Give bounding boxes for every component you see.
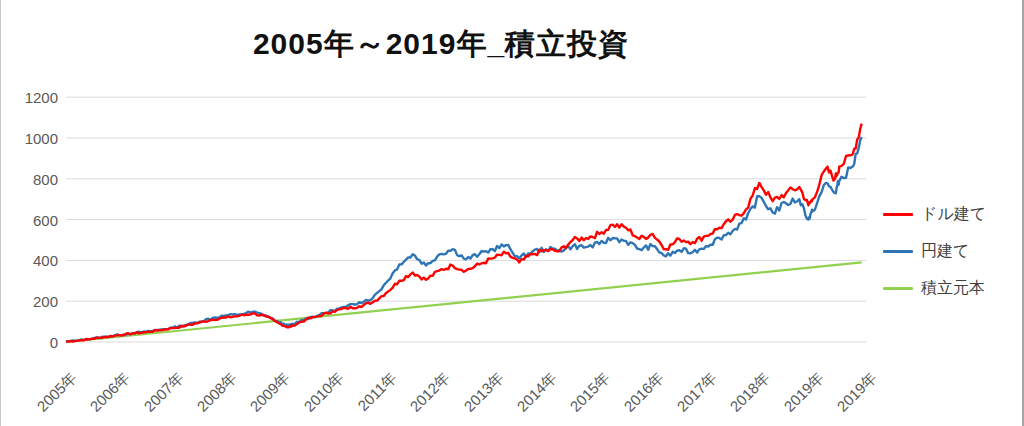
y-axis-tick-label: 1200 — [8, 89, 58, 106]
legend-label-usd: ドル建て — [921, 204, 986, 225]
y-axis-tick-label: 0 — [8, 334, 58, 351]
y-axis-tick-label: 400 — [8, 252, 58, 269]
legend-item-usd: ドル建て — [883, 202, 986, 226]
y-axis-tick-label: 600 — [8, 211, 58, 228]
line-chart-plot — [1, 0, 1024, 426]
series-line-jpy — [66, 137, 862, 342]
legend-item-jpy: 円建て — [883, 239, 986, 263]
y-axis-tick-label: 200 — [8, 293, 58, 310]
y-axis-tick-label: 1000 — [8, 130, 58, 147]
legend-swatch-principal — [883, 287, 913, 290]
series-line-usd — [66, 124, 862, 342]
y-axis-tick-label: 800 — [8, 170, 58, 187]
chart-window: 2005年～2019年_積立投資 020040060080010001200 2… — [0, 0, 1024, 426]
legend-item-principal: 積立元本 — [883, 276, 986, 300]
legend-swatch-jpy — [883, 250, 913, 253]
legend-label-jpy: 円建て — [921, 241, 969, 262]
legend-label-principal: 積立元本 — [921, 278, 985, 299]
series-line-principal — [66, 262, 862, 342]
legend-swatch-usd — [883, 213, 913, 216]
legend: ドル建て円建て積立元本 — [883, 202, 986, 300]
